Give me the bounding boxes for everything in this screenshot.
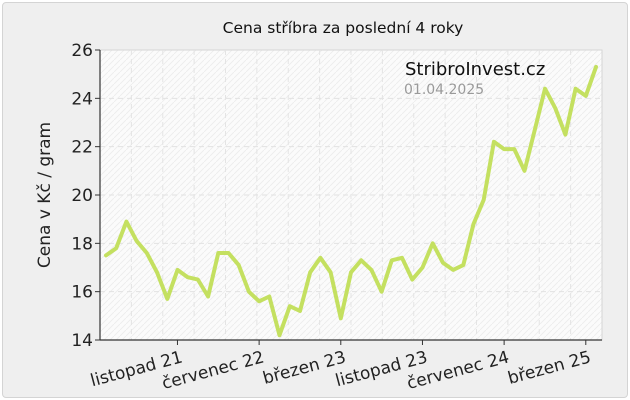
date-annotation: 01.04.2025: [404, 82, 484, 98]
data-point: [165, 297, 169, 301]
data-point: [584, 94, 588, 98]
data-point: [267, 294, 271, 299]
chart-title: Cena stříbra za poslední 4 roky: [223, 19, 464, 37]
y-tick-label: 14: [71, 331, 93, 351]
y-tick-label: 24: [71, 89, 93, 109]
y-tick-label: 18: [71, 234, 93, 254]
data-point: [471, 222, 476, 226]
data-point: [298, 309, 302, 313]
data-point: [543, 87, 547, 91]
data-point: [339, 316, 343, 320]
data-point: [359, 258, 363, 262]
data-point: [329, 270, 333, 274]
data-point: [482, 198, 486, 202]
y-tick-label: 26: [71, 41, 93, 61]
data-point: [155, 270, 159, 274]
data-point: [206, 294, 210, 299]
x-tick-label: březen 23: [261, 348, 348, 389]
data-point: [216, 251, 220, 255]
series-group: [104, 64, 598, 338]
data-point: [369, 268, 373, 272]
brand-annotation: StribroInvest.cz: [405, 59, 545, 80]
data-point: [124, 220, 128, 224]
data-point: [196, 278, 200, 282]
y-tick-label: 20: [71, 186, 93, 206]
data-point: [400, 256, 404, 260]
data-point: [451, 268, 455, 272]
data-point: [594, 65, 598, 69]
data-point: [441, 261, 445, 265]
data-point: [135, 239, 139, 243]
data-point: [420, 265, 425, 270]
data-point: [574, 87, 578, 91]
data-point: [380, 290, 384, 294]
data-point: [349, 270, 353, 274]
data-point: [226, 251, 231, 255]
data-point: [563, 133, 568, 137]
data-point: [522, 169, 527, 173]
data-point: [390, 258, 394, 262]
y-tick-label: 16: [71, 283, 93, 303]
data-point: [247, 290, 251, 294]
data-point: [502, 147, 506, 151]
y-axis-ticks: 14 16 18 20 22 24 26: [71, 41, 100, 351]
grid-lines: [100, 50, 602, 340]
data-point: [492, 140, 496, 144]
data-point: [186, 275, 190, 279]
data-point: [461, 263, 465, 267]
data-point: [175, 268, 180, 272]
y-tick-label: 22: [71, 138, 93, 158]
data-point: [533, 128, 537, 132]
data-point: [104, 253, 108, 257]
data-point: [288, 304, 292, 308]
data-point: [237, 263, 241, 267]
data-point: [308, 270, 312, 274]
data-point: [410, 278, 414, 282]
data-point: [553, 106, 557, 110]
data-point: [277, 333, 282, 337]
y-axis-label: Cena v Kč / gram: [35, 122, 55, 268]
data-point: [512, 147, 516, 151]
data-point: [145, 251, 149, 255]
data-point: [114, 246, 118, 250]
x-tick-label: březen 25: [506, 348, 593, 389]
data-point: [318, 256, 322, 260]
data-point: [257, 299, 261, 303]
data-point: [431, 241, 435, 245]
